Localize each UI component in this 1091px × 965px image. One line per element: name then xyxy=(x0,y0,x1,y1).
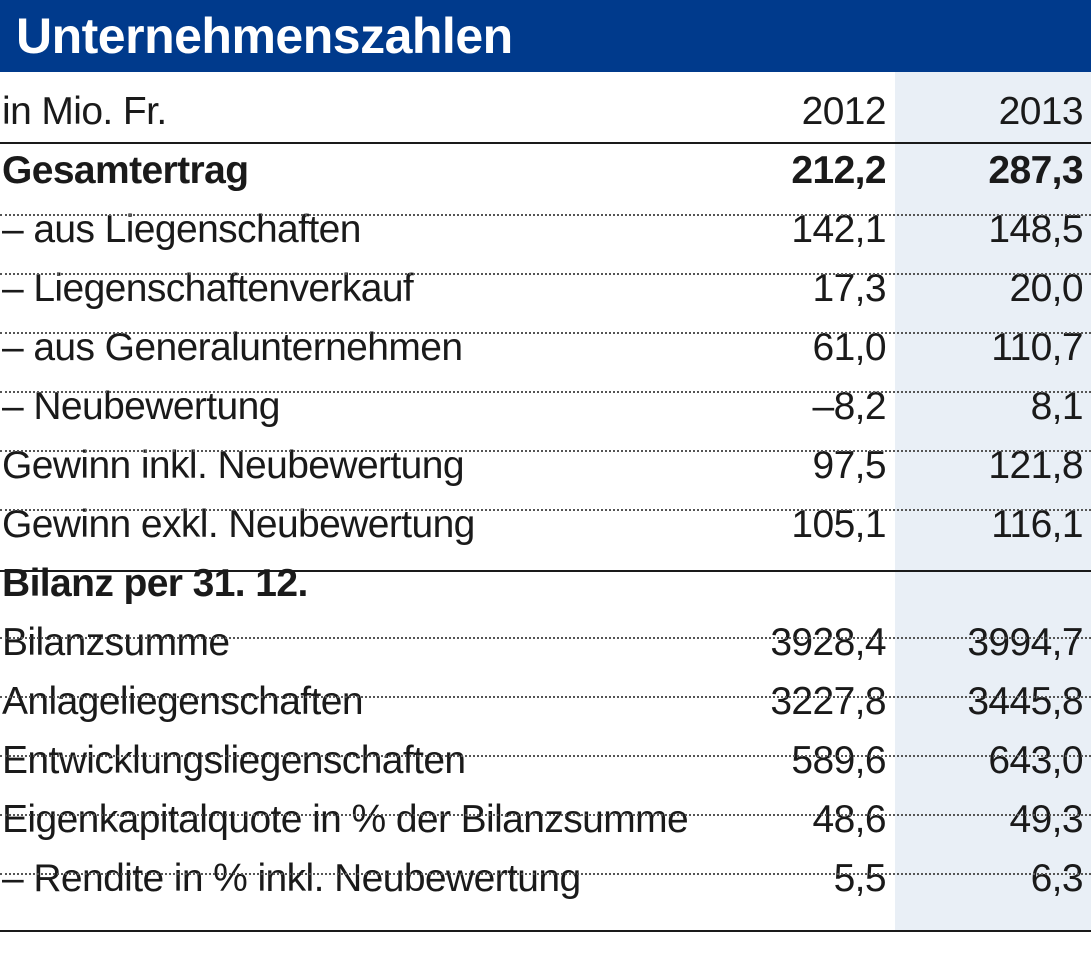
value-2013: 643,0 xyxy=(988,739,1083,782)
table-row: Entwicklungsliegenschaften 589,6 643,0 xyxy=(0,733,1091,792)
row-label: Entwicklungsliegenschaften xyxy=(2,739,466,782)
row-divider xyxy=(0,873,1091,875)
row-label: Eigenkapitalquote in % der Bilanzsumme xyxy=(2,798,689,841)
value-2012: –8,2 xyxy=(812,385,886,428)
row-label: Gewinn inkl. Neubewertung xyxy=(2,444,465,487)
table-row: Eigenkapitalquote in % der Bilanzsumme 4… xyxy=(0,792,1091,851)
row-label: – aus Generalunternehmen xyxy=(2,326,463,369)
table-row: Anlageliegenschaften 3227,8 3445,8 xyxy=(0,674,1091,733)
row-divider xyxy=(0,814,1091,816)
value-2013: 6,3 xyxy=(1030,857,1084,900)
table-row: – Liegenschaftenverkauf 17,3 20,0 xyxy=(0,261,1091,320)
value-2013: 116,1 xyxy=(991,503,1083,546)
table-row: Gewinn exkl. Neubewertung 105,1 116,1 xyxy=(0,497,1091,556)
value-2012: 61,0 xyxy=(812,326,886,369)
financial-table: in Mio. Fr. 2012 2013 Gesamtertrag 212,2… xyxy=(0,84,1091,910)
table-title: Unternehmenszahlen xyxy=(16,8,513,64)
table-row: – Neubewertung –8,2 8,1 xyxy=(0,379,1091,438)
row-divider xyxy=(0,391,1091,393)
table-row: – aus Generalunternehmen 61,0 110,7 xyxy=(0,320,1091,379)
table-row: – Rendite in % inkl. Neubewertung 5,5 6,… xyxy=(0,851,1091,910)
table-row-gesamtertrag: Gesamtertrag 212,2 287,3 xyxy=(0,143,1091,202)
row-divider xyxy=(0,696,1091,698)
row-divider xyxy=(0,273,1091,275)
row-divider xyxy=(0,450,1091,452)
value-2012: 142,1 xyxy=(791,208,886,251)
row-divider xyxy=(0,755,1091,757)
table-row: Bilanzsumme 3928,4 3994,7 xyxy=(0,615,1091,674)
value-2013: 121,8 xyxy=(988,444,1083,487)
header-separator xyxy=(0,142,1091,144)
row-label: Bilanzsumme xyxy=(2,621,230,664)
table-bottom-rule xyxy=(0,930,1091,932)
row-label: Gewinn exkl. Neubewertung xyxy=(2,503,475,546)
table-header-row: in Mio. Fr. 2012 2013 xyxy=(0,84,1091,143)
value-2013: 3445,8 xyxy=(967,680,1083,723)
value-2013: 110,7 xyxy=(991,326,1083,369)
row-divider xyxy=(0,214,1091,216)
value-2012: 5,5 xyxy=(833,857,887,900)
row-divider xyxy=(0,637,1091,639)
value-2013: 148,5 xyxy=(988,208,1083,251)
row-label: – Neubewertung xyxy=(2,385,280,428)
value-2012: 97,5 xyxy=(812,444,886,487)
value-2012: 48,6 xyxy=(812,798,886,841)
value-2013: 287,3 xyxy=(988,149,1083,192)
value-2013: 3994,7 xyxy=(967,621,1083,664)
row-divider xyxy=(0,509,1091,511)
section-heading: Bilanz per 31. 12. xyxy=(2,562,308,605)
value-2012: 17,3 xyxy=(812,267,886,310)
value-2013: 20,0 xyxy=(1009,267,1083,310)
year-2013-header: 2013 xyxy=(998,90,1084,133)
row-divider xyxy=(0,332,1091,334)
value-2013: 8,1 xyxy=(1030,385,1084,428)
title-bar: Unternehmenszahlen xyxy=(0,0,1091,72)
section-heading-bilanz: Bilanz per 31. 12. xyxy=(0,556,1091,615)
row-label: – Liegenschaftenverkauf xyxy=(2,267,414,310)
year-2012-header: 2012 xyxy=(801,90,887,133)
table-row: – aus Liegenschaften 142,1 148,5 xyxy=(0,202,1091,261)
value-2012: 105,1 xyxy=(791,503,886,546)
value-2012: 589,6 xyxy=(791,739,886,782)
row-label: Anlageliegenschaften xyxy=(2,680,364,723)
value-2013: 49,3 xyxy=(1009,798,1083,841)
row-label: – Rendite in % inkl. Neubewertung xyxy=(2,857,581,900)
value-2012: 212,2 xyxy=(791,149,886,192)
value-2012: 3227,8 xyxy=(770,680,886,723)
unit-label: in Mio. Fr. xyxy=(2,90,167,133)
value-2012: 3928,4 xyxy=(770,621,886,664)
section-separator xyxy=(0,570,1091,572)
table-row: Gewinn inkl. Neubewertung 97,5 121,8 xyxy=(0,438,1091,497)
row-label: – aus Liegenschaften xyxy=(2,208,361,251)
row-label: Gesamtertrag xyxy=(2,149,249,192)
